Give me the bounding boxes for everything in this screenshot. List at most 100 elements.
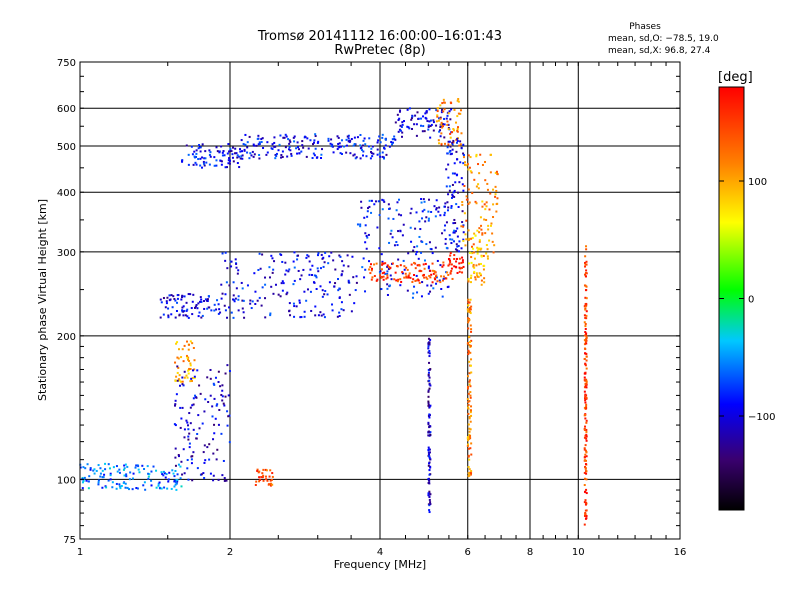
data-point xyxy=(449,136,452,139)
data-point xyxy=(218,408,221,411)
data-point xyxy=(437,142,440,145)
data-point xyxy=(494,193,497,196)
data-point xyxy=(86,463,89,466)
data-point xyxy=(345,138,348,141)
data-point xyxy=(236,154,239,157)
data-point xyxy=(368,205,371,208)
data-point xyxy=(583,490,586,493)
data-point xyxy=(160,471,163,474)
data-point xyxy=(203,300,206,303)
data-point xyxy=(584,372,587,375)
data-point xyxy=(474,200,477,203)
data-point xyxy=(469,251,472,254)
data-point xyxy=(583,390,586,393)
data-point xyxy=(379,274,382,277)
data-point xyxy=(390,229,393,232)
data-point xyxy=(466,436,469,439)
data-point xyxy=(231,146,234,149)
data-point xyxy=(364,268,367,271)
data-point xyxy=(208,458,211,461)
data-point xyxy=(403,268,406,271)
data-point xyxy=(478,231,481,234)
data-point xyxy=(186,315,189,318)
data-point xyxy=(285,293,288,296)
data-point xyxy=(407,274,410,277)
data-point xyxy=(87,480,90,483)
x-axis-label: Frequency [MHz] xyxy=(334,558,426,571)
data-point xyxy=(343,145,346,148)
data-point xyxy=(179,426,182,429)
data-point xyxy=(393,244,396,247)
data-point xyxy=(470,405,473,408)
data-point xyxy=(232,298,235,301)
data-point xyxy=(173,480,176,483)
data-point xyxy=(258,296,261,299)
data-point xyxy=(368,137,371,140)
data-point xyxy=(430,119,433,122)
data-point xyxy=(585,367,588,370)
data-point xyxy=(425,276,428,279)
data-point xyxy=(468,473,471,476)
data-point xyxy=(370,267,373,270)
data-point xyxy=(418,235,421,238)
data-point xyxy=(412,249,415,252)
data-point xyxy=(467,229,470,232)
data-point xyxy=(401,131,404,134)
data-point xyxy=(584,305,587,308)
data-point xyxy=(477,183,480,186)
data-point xyxy=(453,108,456,111)
data-point xyxy=(584,465,587,468)
data-point xyxy=(384,262,387,265)
data-point xyxy=(453,254,456,257)
data-point xyxy=(307,147,310,150)
data-point xyxy=(216,448,219,451)
data-point xyxy=(442,110,445,113)
data-point xyxy=(583,484,586,487)
data-point xyxy=(487,228,490,231)
data-point xyxy=(447,143,450,146)
data-point xyxy=(413,261,416,264)
data-point xyxy=(340,274,343,277)
data-point xyxy=(585,405,588,408)
data-point xyxy=(103,473,106,476)
data-point xyxy=(359,225,362,228)
data-point xyxy=(396,113,399,116)
data-point xyxy=(379,155,382,158)
data-point xyxy=(461,271,464,274)
data-point xyxy=(454,248,457,251)
data-point xyxy=(428,361,431,364)
data-point xyxy=(441,232,444,235)
data-point xyxy=(420,251,423,254)
data-point xyxy=(435,208,438,211)
data-point xyxy=(224,259,227,262)
data-point xyxy=(234,147,237,150)
data-point xyxy=(331,303,334,306)
data-point xyxy=(456,130,459,133)
data-point xyxy=(292,302,295,305)
data-point xyxy=(178,374,181,377)
data-point xyxy=(371,276,374,279)
data-point xyxy=(368,268,371,271)
data-point xyxy=(483,218,486,221)
data-point xyxy=(584,444,587,447)
data-point xyxy=(451,143,454,146)
data-point xyxy=(235,152,238,155)
data-point xyxy=(403,276,406,279)
data-point xyxy=(196,432,199,435)
data-point xyxy=(200,473,203,476)
data-point xyxy=(485,201,488,204)
data-point xyxy=(321,289,324,292)
data-point xyxy=(287,270,290,273)
data-point xyxy=(443,205,446,208)
data-point xyxy=(585,435,588,438)
data-point xyxy=(213,383,216,386)
data-point xyxy=(190,377,193,380)
data-point xyxy=(176,479,179,482)
data-point xyxy=(397,230,400,233)
data-point xyxy=(428,350,431,353)
data-point xyxy=(387,217,390,220)
data-point xyxy=(281,289,284,292)
data-point xyxy=(146,465,149,468)
data-point xyxy=(410,117,413,120)
data-point xyxy=(467,298,470,301)
